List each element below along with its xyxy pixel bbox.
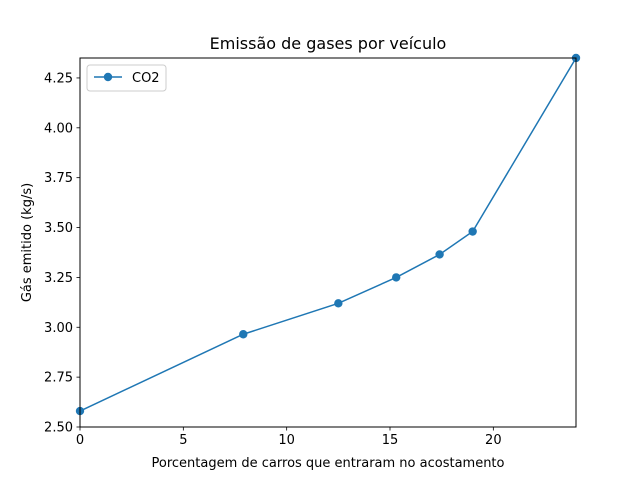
y-tick-label: 3.25 (44, 271, 73, 286)
chart-title: Emissão de gases por veículo (210, 34, 447, 53)
y-axis-label: Gás emitido (kg/s) (20, 183, 35, 302)
x-axis-label: Porcentagem de carros que entraram no ac… (152, 456, 505, 471)
data-point (435, 250, 444, 259)
x-tick-label: 10 (278, 433, 295, 448)
x-tick-label: 0 (76, 433, 84, 448)
y-tick-label: 4.00 (44, 121, 73, 136)
y-tick-label: 3.00 (44, 321, 73, 336)
data-point (392, 273, 401, 282)
data-point (468, 227, 477, 236)
data-point (239, 330, 248, 339)
legend: CO2 (86, 64, 167, 92)
x-tick-label: 5 (179, 433, 187, 448)
y-tick-label: 4.25 (44, 71, 73, 86)
x-axis: 0 5 10 15 20 (76, 427, 502, 448)
y-tick-label: 3.50 (44, 221, 73, 236)
data-point (334, 299, 343, 308)
y-axis: 2.50 2.75 3.00 3.25 3.50 3.75 4.00 4.25 (44, 71, 80, 436)
legend-frame (86, 64, 167, 92)
x-tick-label: 15 (382, 433, 399, 448)
legend-series-label: CO2 (132, 71, 160, 86)
legend-series-marker (103, 72, 113, 82)
plot-area (75, 53, 581, 416)
axes-frame (79, 57, 577, 428)
y-tick-label: 2.50 (44, 421, 73, 436)
x-tick-label: 20 (485, 433, 502, 448)
y-tick-label: 3.75 (44, 171, 73, 186)
y-tick-label: 2.75 (44, 371, 73, 386)
